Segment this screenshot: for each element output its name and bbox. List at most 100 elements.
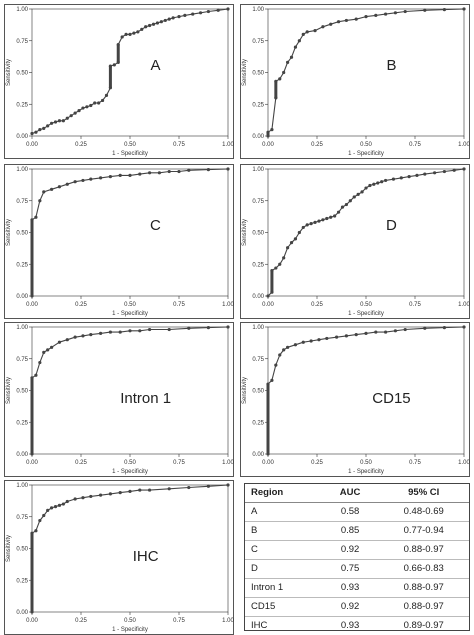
roc-point xyxy=(442,169,446,174)
panel-border xyxy=(240,164,470,319)
x-tick-label: 0.25 xyxy=(311,142,323,148)
roc-point xyxy=(167,169,171,174)
roc-point xyxy=(167,487,171,491)
roc-point xyxy=(226,483,230,487)
roc-chart-c: 0.00 0.25 0.50 0.75 1.00 0.00 0.25 0.50 0.75 1.00… xyxy=(4,164,234,319)
x-tick-label: 0.00 xyxy=(26,142,38,148)
roc-point xyxy=(34,215,38,219)
x-tick-label: 0.25 xyxy=(311,302,323,308)
roc-point xyxy=(301,340,305,344)
roc-point xyxy=(99,493,103,497)
roc-panel-cd15: 0.00 0.25 0.50 0.75 1.00 0.00 0.25 0.50 0.75 1.00… xyxy=(240,322,470,477)
roc-point xyxy=(38,360,42,365)
roc-point xyxy=(120,35,124,39)
table-cell-auc: 0.92 xyxy=(321,540,379,560)
roc-point xyxy=(274,363,278,367)
roc-curve-line xyxy=(31,8,229,135)
panel-border xyxy=(4,164,234,319)
roc-point xyxy=(226,7,230,11)
x-tick-label: 0.00 xyxy=(262,460,274,466)
roc-point xyxy=(132,31,136,35)
table-cell-region: D xyxy=(245,559,322,579)
roc-point xyxy=(73,497,77,501)
roc-point xyxy=(34,529,38,533)
roc-chart-d: 0.00 0.25 0.50 0.75 1.00 0.00 0.25 0.50 0.75 1.00… xyxy=(240,164,470,319)
table-cell-ci: 0.88-0.97 xyxy=(378,578,469,598)
auc-table-grid: Region AUC 95% CI A 0.58 0.48-0.69 B 0.85 0.… xyxy=(245,484,469,635)
y-tick-label: 0.25 xyxy=(252,420,264,426)
roc-point xyxy=(286,60,290,64)
roc-point xyxy=(325,336,329,341)
roc-point xyxy=(364,15,368,19)
roc-point xyxy=(301,225,305,230)
roc-point xyxy=(368,183,372,188)
y-tick-label: 0.50 xyxy=(252,71,264,77)
y-tick-label: 0.25 xyxy=(252,102,264,108)
y-tick-label: 1.00 xyxy=(16,167,28,173)
roc-point xyxy=(116,42,120,47)
roc-point xyxy=(100,98,105,103)
roc-point xyxy=(278,262,282,266)
roc-point xyxy=(140,27,144,31)
roc-point xyxy=(57,340,62,344)
roc-point xyxy=(344,18,348,23)
roc-point xyxy=(183,13,187,17)
y-axis-label: Sensitivity xyxy=(6,535,12,562)
roc-point xyxy=(148,488,152,492)
x-tick-label: 0.75 xyxy=(173,302,185,308)
roc-point xyxy=(301,32,305,36)
roc-point xyxy=(462,167,466,171)
table-cell-auc: 0.85 xyxy=(321,521,379,541)
y-tick-label: 0.00 xyxy=(16,610,28,616)
roc-point xyxy=(335,335,339,339)
roc-point xyxy=(278,353,282,357)
roc-point xyxy=(309,222,313,226)
y-tick-label: 1.00 xyxy=(252,325,264,331)
roc-point xyxy=(128,489,132,493)
x-axis-label: 1 - Specificity xyxy=(112,151,148,157)
x-axis-label: 1 - Specificity xyxy=(112,469,148,475)
y-axis-label: Sensitivity xyxy=(242,219,248,246)
panel-border xyxy=(4,480,234,635)
roc-point xyxy=(384,12,388,16)
x-axis-label: 1 - Specificity xyxy=(112,311,148,317)
roc-point xyxy=(124,32,128,36)
roc-point xyxy=(30,294,34,298)
roc-panel-intron1: 0.00 0.25 0.50 0.75 1.00 0.00 0.25 0.50 0.75 1.00… xyxy=(4,322,234,477)
roc-point xyxy=(148,171,152,175)
roc-point xyxy=(206,484,210,488)
x-tick-label: 1.00 xyxy=(222,618,234,624)
roc-point xyxy=(278,77,282,81)
roc-point xyxy=(50,187,54,191)
roc-point xyxy=(344,334,348,338)
table-cell-auc: 0.93 xyxy=(340,620,360,631)
table-row: B 0.85 0.77-0.94 xyxy=(245,521,469,541)
roc-point xyxy=(374,330,378,334)
roc-point xyxy=(128,329,132,333)
roc-point xyxy=(340,205,345,209)
roc-point xyxy=(187,326,191,330)
x-axis-label: 1 - Specificity xyxy=(348,151,384,157)
roc-point xyxy=(81,496,85,500)
roc-point xyxy=(266,130,270,134)
x-tick-label: 0.50 xyxy=(124,618,136,624)
roc-point xyxy=(136,30,140,34)
roc-point xyxy=(393,11,397,15)
auc-table-header-row: Region AUC 95% CI xyxy=(245,484,469,503)
roc-point xyxy=(289,55,294,59)
roc-panel-ihc: 0.00 0.25 0.50 0.75 1.00 0.00 0.25 0.50 0.75 1.00… xyxy=(4,480,234,635)
table-cell-region: Intron 1 xyxy=(245,578,322,598)
roc-point xyxy=(317,338,321,342)
roc-point xyxy=(138,488,142,492)
y-axis-label: Sensitivity xyxy=(6,377,12,404)
roc-point xyxy=(118,330,122,334)
y-tick-label: 1.00 xyxy=(16,7,28,13)
roc-point xyxy=(65,338,69,342)
roc-point xyxy=(407,175,411,179)
x-tick-label: 0.00 xyxy=(26,460,38,466)
table-cell-region: A xyxy=(245,502,322,522)
table-row: A 0.58 0.48-0.69 xyxy=(245,502,469,522)
roc-chart-ihc: 0.00 0.25 0.50 0.75 1.00 0.00 0.25 0.50 0.75 1.00… xyxy=(4,480,234,635)
roc-point xyxy=(108,64,112,68)
roc-point xyxy=(393,329,397,333)
